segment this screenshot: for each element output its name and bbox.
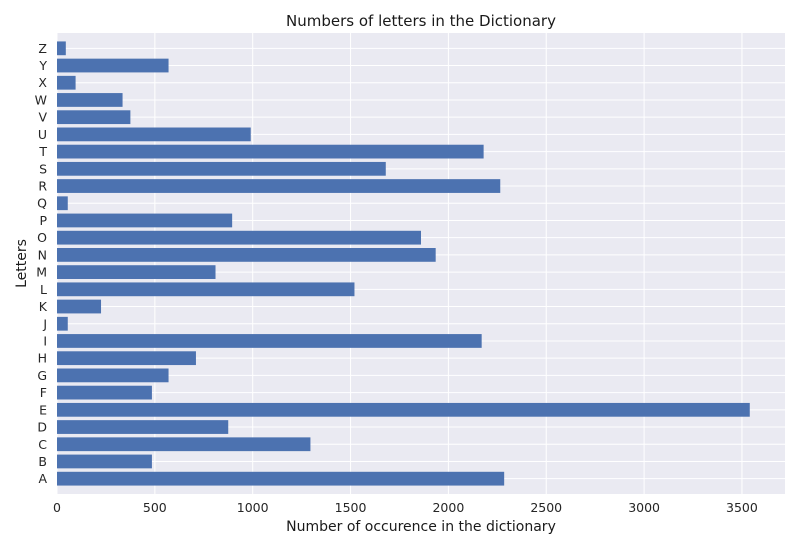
y-tick-label: X [38,75,47,90]
bar-h [57,351,196,366]
y-tick-label: L [40,282,47,297]
y-tick-label: A [38,471,47,486]
y-tick-label: D [37,420,47,435]
bar-o [57,230,421,245]
bar-y [57,58,169,73]
bar-c [57,437,311,452]
bar-p [57,213,233,228]
x-tick-label: 3000 [628,500,660,515]
bar-w [57,93,123,107]
y-tick-label: R [38,179,47,194]
bar-a [57,471,505,486]
bar-s [57,161,386,176]
bar-r [57,179,501,193]
bar-v [57,110,131,125]
bar-t [57,144,484,159]
y-tick-label: I [43,333,47,348]
bar-b [57,454,152,469]
y-axis-label: Letters [14,239,30,288]
y-tick-label: Z [38,41,47,56]
x-tick-label: 1500 [335,500,367,515]
y-tick-label: Q [37,196,47,211]
y-tick-label: H [38,351,47,366]
bar-i [57,334,482,348]
x-tick-label: 3500 [726,500,758,515]
y-tick-label: P [39,213,47,228]
y-tick-label: E [39,402,47,417]
bar-g [57,368,169,383]
y-tick-label: C [38,437,47,452]
x-axis-label: Number of occurence in the dictionary [286,519,556,535]
bars [57,41,750,486]
x-tick-label: 2000 [432,500,464,515]
x-tick-label: 500 [143,500,167,515]
bar-u [57,127,251,142]
y-tick-label: U [38,127,47,142]
y-tick-label: Y [38,58,47,73]
bar-q [57,196,68,211]
x-tick-labels: 0 500 1000 1500 2000 2500 3000 3500 [53,500,758,515]
y-tick-label: N [38,247,47,262]
y-tick-label: S [39,161,47,176]
bar-d [57,420,229,434]
y-tick-label: V [38,110,47,125]
y-tick-label: J [42,316,47,331]
y-tick-label: B [38,454,47,469]
bar-z [57,41,66,56]
chart-title: Numbers of letters in the Dictionary [286,12,556,30]
y-tick-label: T [38,144,47,159]
x-tick-label: 1000 [237,500,269,515]
bar-x [57,75,76,90]
y-tick-label: G [37,368,47,383]
x-tick-label: 0 [53,500,61,515]
bar-m [57,265,216,279]
bar-j [57,316,68,331]
y-tick-label: M [36,265,47,280]
bar-n [57,248,436,262]
y-tick-label: O [37,230,47,245]
bar-k [57,299,102,314]
x-tick-label: 2500 [530,500,562,515]
y-tick-label: K [39,299,48,314]
bar-e [57,402,750,417]
bar-l [57,282,355,297]
y-tick-label: W [35,92,47,107]
x-gridlines [56,33,743,494]
y-tick-label: F [40,385,47,400]
plot-area [57,33,785,494]
bar-f [57,385,152,400]
